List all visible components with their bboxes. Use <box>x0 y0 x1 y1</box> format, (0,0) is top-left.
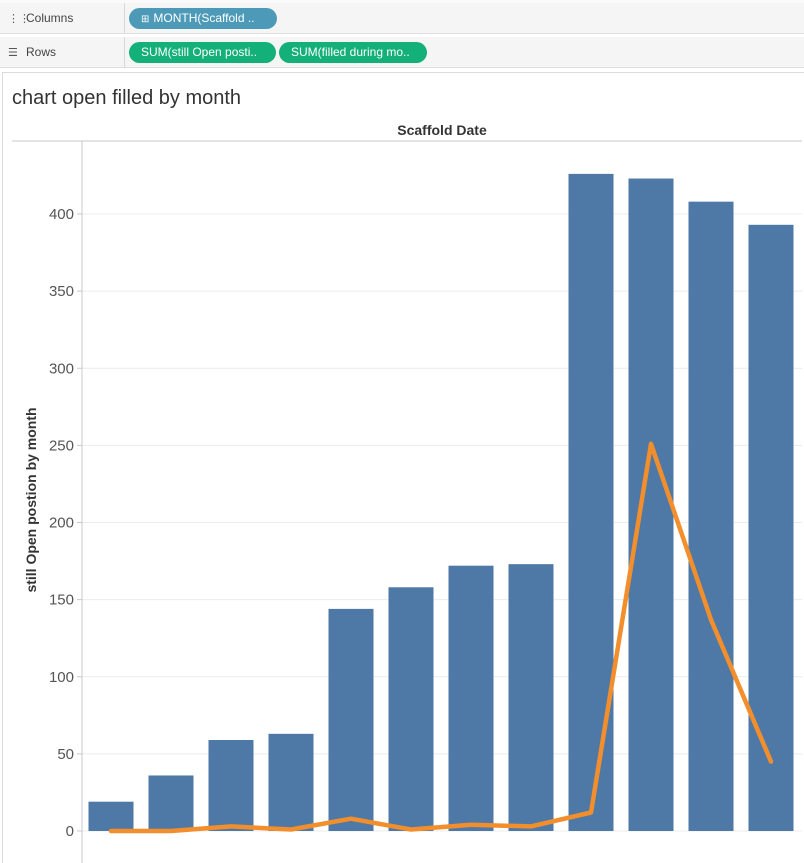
bar[interactable] <box>748 224 794 832</box>
expand-plus-icon[interactable]: ⊞ <box>141 14 150 25</box>
column-header: Scaffold Date <box>397 122 487 138</box>
bar[interactable] <box>568 173 614 831</box>
bar[interactable] <box>148 775 194 831</box>
bar[interactable] <box>328 608 374 831</box>
bar-series[interactable] <box>88 173 794 832</box>
y-tick-label: 200 <box>49 515 74 532</box>
y-axis: 0 50 100 150 200 250 300 350 400 <box>49 141 83 863</box>
sum-filled-during-pill[interactable]: SUM(filled during mo.. <box>279 42 427 63</box>
rows-icon: ☰ <box>8 46 18 59</box>
line-series[interactable] <box>108 441 774 834</box>
y-tick-label: 250 <box>49 437 74 454</box>
y-tick-label: 100 <box>49 669 74 686</box>
bar[interactable] <box>448 565 494 831</box>
month-scaffold-pill[interactable]: ⊞ MONTH(Scaffold .. <box>129 8 277 29</box>
y-tick-label: 350 <box>49 283 74 300</box>
y-tick-label: 300 <box>49 360 74 377</box>
bar[interactable] <box>508 564 554 831</box>
y-tick-label: 0 <box>66 823 74 840</box>
y-tick-label: 50 <box>57 746 74 763</box>
bar[interactable] <box>208 739 254 831</box>
sum-still-open-pill[interactable]: SUM(still Open posti.. <box>129 42 276 63</box>
sheet-title: chart open filled by month <box>12 87 242 109</box>
worksheet-view <box>2 72 804 863</box>
bar[interactable] <box>388 587 434 831</box>
columns-shelf: ⋮⋮Columns ⊞ MONTH(Scaffold .. <box>0 3 804 34</box>
bar[interactable] <box>88 801 134 831</box>
gridlines <box>12 140 802 832</box>
rows-shelf-label: ☰ Rows <box>0 37 125 67</box>
y-tick-label: 150 <box>49 592 74 609</box>
bar[interactable] <box>268 733 314 831</box>
toolbar-edge <box>0 0 804 3</box>
bar[interactable] <box>688 201 734 831</box>
y-axis-label: still Open postion by month <box>23 407 39 592</box>
rows-shelf: ☰ Rows SUM(still Open posti.. SUM(filled … <box>0 37 804 68</box>
line-path[interactable] <box>108 441 774 834</box>
y-tick-label: 400 <box>49 206 74 223</box>
bar[interactable] <box>628 178 674 831</box>
columns-shelf-label: ⋮⋮Columns <box>0 3 125 33</box>
